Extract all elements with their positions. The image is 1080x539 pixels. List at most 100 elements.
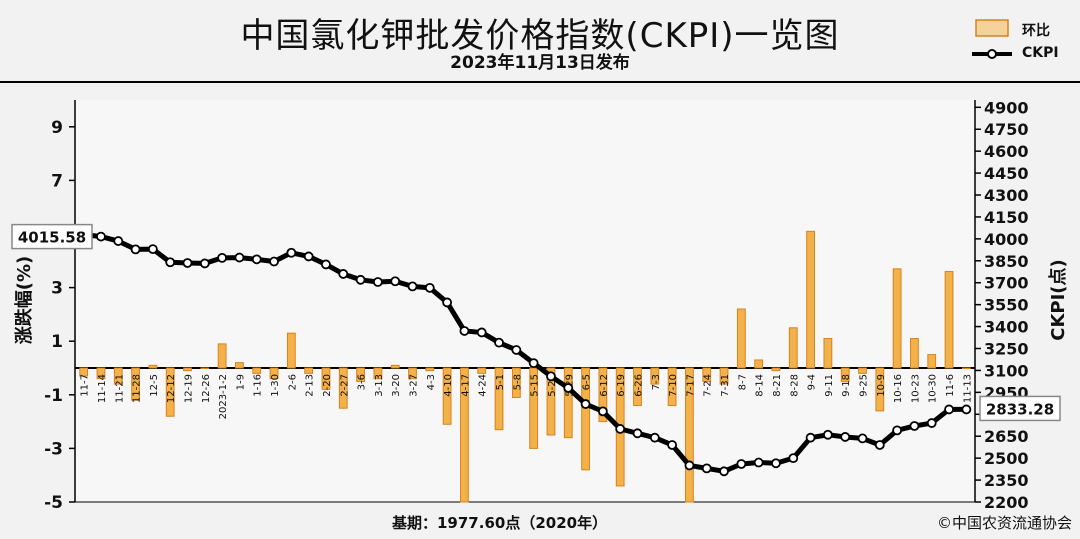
category-label: 12-26 [201, 374, 212, 403]
category-label: 2-6 [287, 374, 298, 390]
bar [667, 367, 677, 407]
right-tick-label: 4750 [984, 120, 1029, 139]
category-label: 11-14 [97, 374, 108, 403]
bar [806, 230, 815, 369]
left-tick-label: -1 [44, 386, 63, 406]
ckpi-point [615, 424, 626, 434]
category-label: 4-10 [443, 374, 454, 397]
bar [321, 367, 331, 390]
ckpi-line [83, 232, 967, 474]
category-label: 2-20 [322, 374, 333, 397]
right-axis-title: CKPI(点) [1047, 259, 1069, 341]
bar [338, 367, 348, 409]
category-label: 1-30 [270, 374, 281, 397]
category-label: 7-10 [668, 374, 679, 397]
bar [633, 367, 642, 407]
bar [79, 367, 89, 377]
legend-line-label: CKPI [1022, 45, 1059, 61]
base-period-note: 基期：1977.60点（2020年） [392, 514, 608, 532]
right-tick-label: 3400 [984, 318, 1029, 337]
bar [598, 367, 608, 423]
ckpi-point [528, 358, 539, 369]
ckpi-point [251, 254, 262, 265]
ckpi-point [234, 252, 245, 263]
bar [477, 367, 487, 374]
ckpi-point [321, 259, 331, 270]
annotation-label: 2833.28 [986, 400, 1054, 418]
copyright-note: ©中国农资流通协会 [936, 514, 1072, 532]
ckpi-point [632, 428, 643, 439]
ckpi-point [805, 432, 816, 443]
category-label: 8-28 [789, 374, 800, 397]
bar [719, 367, 729, 385]
annotation-box [979, 395, 1061, 422]
category-label: 1-16 [253, 374, 264, 397]
ckpi-point [580, 399, 591, 409]
ckpi-point [909, 421, 920, 431]
annotation-label: 4015.58 [18, 229, 86, 247]
category-label: 2-13 [305, 374, 316, 397]
category-label: 8-21 [772, 374, 783, 397]
ckpi-point [199, 258, 210, 269]
right-tick-label: 3250 [984, 340, 1029, 359]
left-tick-label: -5 [44, 493, 63, 513]
bar [148, 364, 158, 369]
category-label: 3-27 [409, 374, 420, 397]
bar [460, 367, 469, 503]
ckpi-point [269, 256, 279, 267]
ckpi-point [771, 458, 781, 469]
bar [736, 308, 746, 369]
plot-area [75, 100, 975, 502]
category-label: 3-6 [357, 374, 368, 390]
category-label: 11-13 [962, 374, 973, 403]
ckpi-point [736, 459, 747, 469]
category-label: 3-13 [374, 374, 385, 397]
ckpi-point [701, 463, 712, 474]
bar [390, 364, 400, 369]
category-label: 7-31 [720, 374, 731, 397]
bar [200, 367, 210, 369]
ckpi-point [667, 440, 678, 450]
legend: 环比 CKPI [968, 16, 1078, 68]
ckpi-point [511, 345, 522, 355]
right-tick-label: 4300 [984, 186, 1029, 205]
ckpi-point [892, 425, 903, 436]
ckpi-point [165, 257, 176, 268]
category-label: 9-4 [807, 374, 818, 390]
ckpi-point [355, 274, 366, 285]
bar [511, 367, 521, 398]
right-tick-label: 4600 [984, 142, 1029, 161]
category-label: 5-8 [512, 374, 523, 390]
right-tick-label: 2200 [984, 493, 1029, 512]
category-label: 10-23 [910, 374, 921, 403]
right-tick-label: 2650 [984, 427, 1029, 446]
ckpi-point [822, 429, 833, 440]
bar [131, 367, 140, 401]
ckpi-point [147, 244, 158, 255]
category-label: 1-9 [235, 374, 246, 390]
category-label: 12-19 [184, 374, 195, 403]
category-label: 11-7 [80, 374, 91, 397]
ckpi-point [649, 432, 660, 443]
category-label: 11-21 [114, 374, 125, 403]
category-label: 3-20 [391, 374, 402, 397]
category-label: 5-15 [530, 374, 541, 397]
category-label: 7-24 [703, 374, 714, 397]
ckpi-point [442, 297, 453, 308]
ckpi-point [459, 326, 470, 336]
category-label: 7-17 [685, 374, 696, 397]
category-label: 6-12 [599, 374, 610, 397]
legend-line-marker [987, 49, 997, 59]
bar [252, 367, 262, 374]
ckpi-point [424, 282, 435, 293]
bar [165, 367, 175, 417]
bar [304, 367, 314, 374]
category-label: 10-16 [893, 374, 904, 403]
category-label: 11-28 [132, 374, 143, 403]
bar [961, 367, 971, 369]
category-label: 10-9 [876, 374, 887, 397]
bar [235, 362, 244, 369]
category-label: 4-3 [426, 374, 437, 390]
